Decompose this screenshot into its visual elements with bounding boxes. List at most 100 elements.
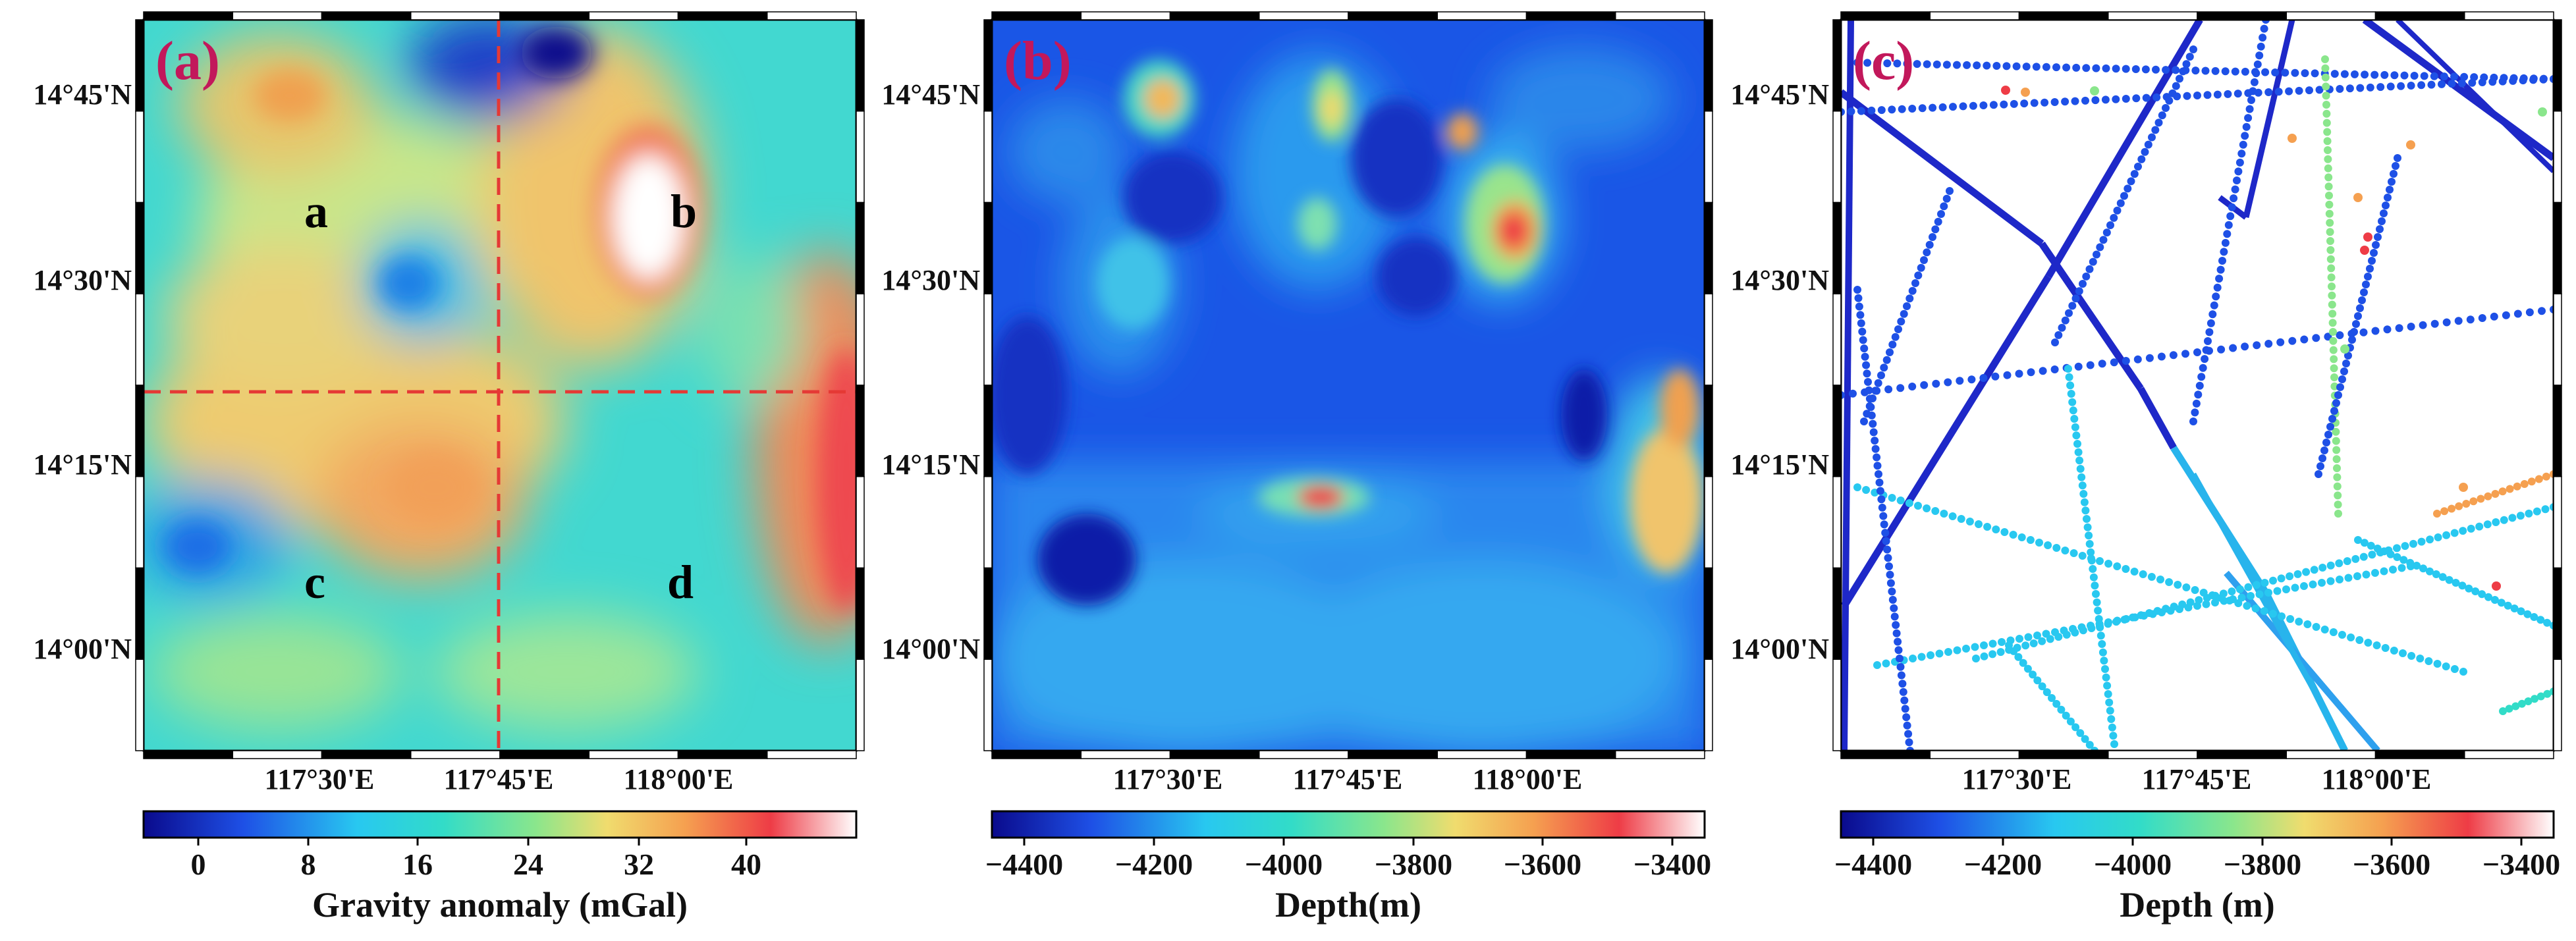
track-sounding-point (2242, 122, 2251, 131)
track-sounding-point (1892, 629, 1901, 637)
track-dots (1841, 20, 2554, 751)
track-sounding-point (1879, 512, 1888, 520)
track-sounding-point (2241, 132, 2249, 140)
track-sounding-point (2355, 636, 2364, 644)
track-sounding-point (2193, 348, 2201, 356)
frame-tick (2374, 11, 2465, 20)
track-sounding-point (1897, 317, 1905, 326)
track-sounding-point (2332, 455, 2341, 464)
track-sounding-point (2230, 194, 2238, 203)
track-sounding-point (2465, 584, 2473, 593)
track-sounding-point (1900, 696, 1909, 705)
track-sounding-point (1880, 363, 1888, 372)
track-sounding-point (2499, 707, 2507, 715)
track-sounding-point (2012, 62, 2021, 70)
track-sounding-point (2509, 76, 2517, 85)
panel-a-heatmap (144, 20, 856, 751)
track-sounding-point (1888, 587, 1896, 596)
track-sounding-point (2101, 95, 2110, 104)
track-sounding-point (2315, 86, 2324, 94)
track-sounding-point (2176, 74, 2183, 83)
frame-tick (143, 750, 233, 759)
track-sounding-point (1875, 478, 1884, 487)
track-sounding-point (2525, 308, 2534, 317)
track-sounding-point (2131, 65, 2140, 73)
track-sounding-point (2213, 90, 2222, 99)
frame-tick (135, 293, 144, 386)
track-sounding-point (2310, 566, 2318, 574)
track-sounding-point (1857, 319, 1865, 327)
track-sounding-point (2358, 296, 2366, 304)
x-tick-label: 117°45'E (444, 763, 554, 795)
track-sounding-point (2354, 536, 2362, 544)
colorbar-c-tick-label: −3600 (2353, 847, 2430, 881)
track-sounding-point (2019, 659, 2027, 667)
track-sounding-point (2142, 94, 2151, 102)
frame-tick (2464, 750, 2554, 759)
track-sounding-point (1867, 106, 1876, 115)
track-sounding-point (2182, 583, 2191, 591)
track-sounding-point (2071, 294, 2080, 303)
track-sounding-point (2334, 500, 2342, 509)
frame-tick (410, 11, 501, 20)
track-sounding-point (2100, 657, 2108, 665)
frame-tick (1832, 567, 1842, 660)
track-sounding-point (2373, 545, 2382, 552)
track-sounding-point (2051, 338, 2059, 346)
track-sounding-point (2191, 408, 2199, 417)
y-tick-label: 14°45'N (881, 78, 980, 111)
track-sounding-point (2075, 456, 2084, 465)
track-sounding-point (2274, 88, 2283, 96)
track-sounding-point (2166, 606, 2175, 615)
frame-tick (2197, 750, 2287, 759)
track-sounding-point (1983, 61, 1991, 70)
track-sounding-point (2327, 273, 2336, 282)
track-sounding-point (2315, 470, 2322, 478)
track-sounding-point (2419, 321, 2427, 329)
track-sounding-point (2368, 551, 2376, 559)
track-sounding-point (1882, 356, 1891, 364)
track-sounding-point (1927, 651, 1934, 659)
track-sounding-point (2448, 504, 2456, 513)
track-sounding-point (1918, 104, 1927, 113)
track-sounding-point (2229, 344, 2237, 352)
frame-tick (1080, 750, 1171, 759)
frame-tick (1169, 750, 1260, 759)
track-sounding-point (2072, 431, 2081, 440)
frame-tick (321, 11, 412, 20)
track-sounding-point (2172, 82, 2180, 90)
track-sounding-point (2516, 512, 2525, 520)
track-sounding-point (2081, 96, 2089, 105)
track-sounding-point (2382, 202, 2390, 209)
track-sounding-point (2062, 711, 2070, 720)
panel-c-tracks (1841, 20, 2554, 751)
track-sounding-point (2362, 570, 2370, 579)
track-sounding-point (2113, 562, 2122, 570)
track-sounding-point (1967, 375, 1976, 384)
track-sounding-point (2127, 177, 2135, 186)
frame-tick (1615, 11, 1705, 20)
frame-tick (135, 19, 144, 112)
track-sounding-point (2044, 541, 2052, 549)
track-sounding-point (2096, 557, 2104, 565)
track-sounding-point (2221, 67, 2230, 76)
track-sounding-point (2329, 628, 2338, 636)
track-sounding-point (1857, 107, 1865, 115)
track-sounding-point (2104, 560, 2113, 568)
track-sounding-point (2089, 573, 2098, 581)
track-sounding-point (2172, 66, 2180, 74)
track-sounding-point (2154, 119, 2163, 127)
track-sounding-point (1953, 646, 1961, 655)
track-sounding-point (1871, 444, 1880, 453)
track-sounding-point (2340, 344, 2349, 354)
track-sounding-point (2458, 581, 2467, 590)
track-sounding-point (1890, 604, 1898, 612)
track-sounding-point (1890, 612, 1899, 621)
track-sounding-point (2241, 342, 2249, 351)
frame-tick (983, 293, 993, 386)
track-sounding-point (2442, 531, 2451, 539)
colorbar-a-ticks (197, 838, 748, 846)
panel-c-label: (c) (1853, 30, 1914, 92)
frame-tick (983, 659, 993, 751)
track-sounding-point (2430, 319, 2439, 328)
